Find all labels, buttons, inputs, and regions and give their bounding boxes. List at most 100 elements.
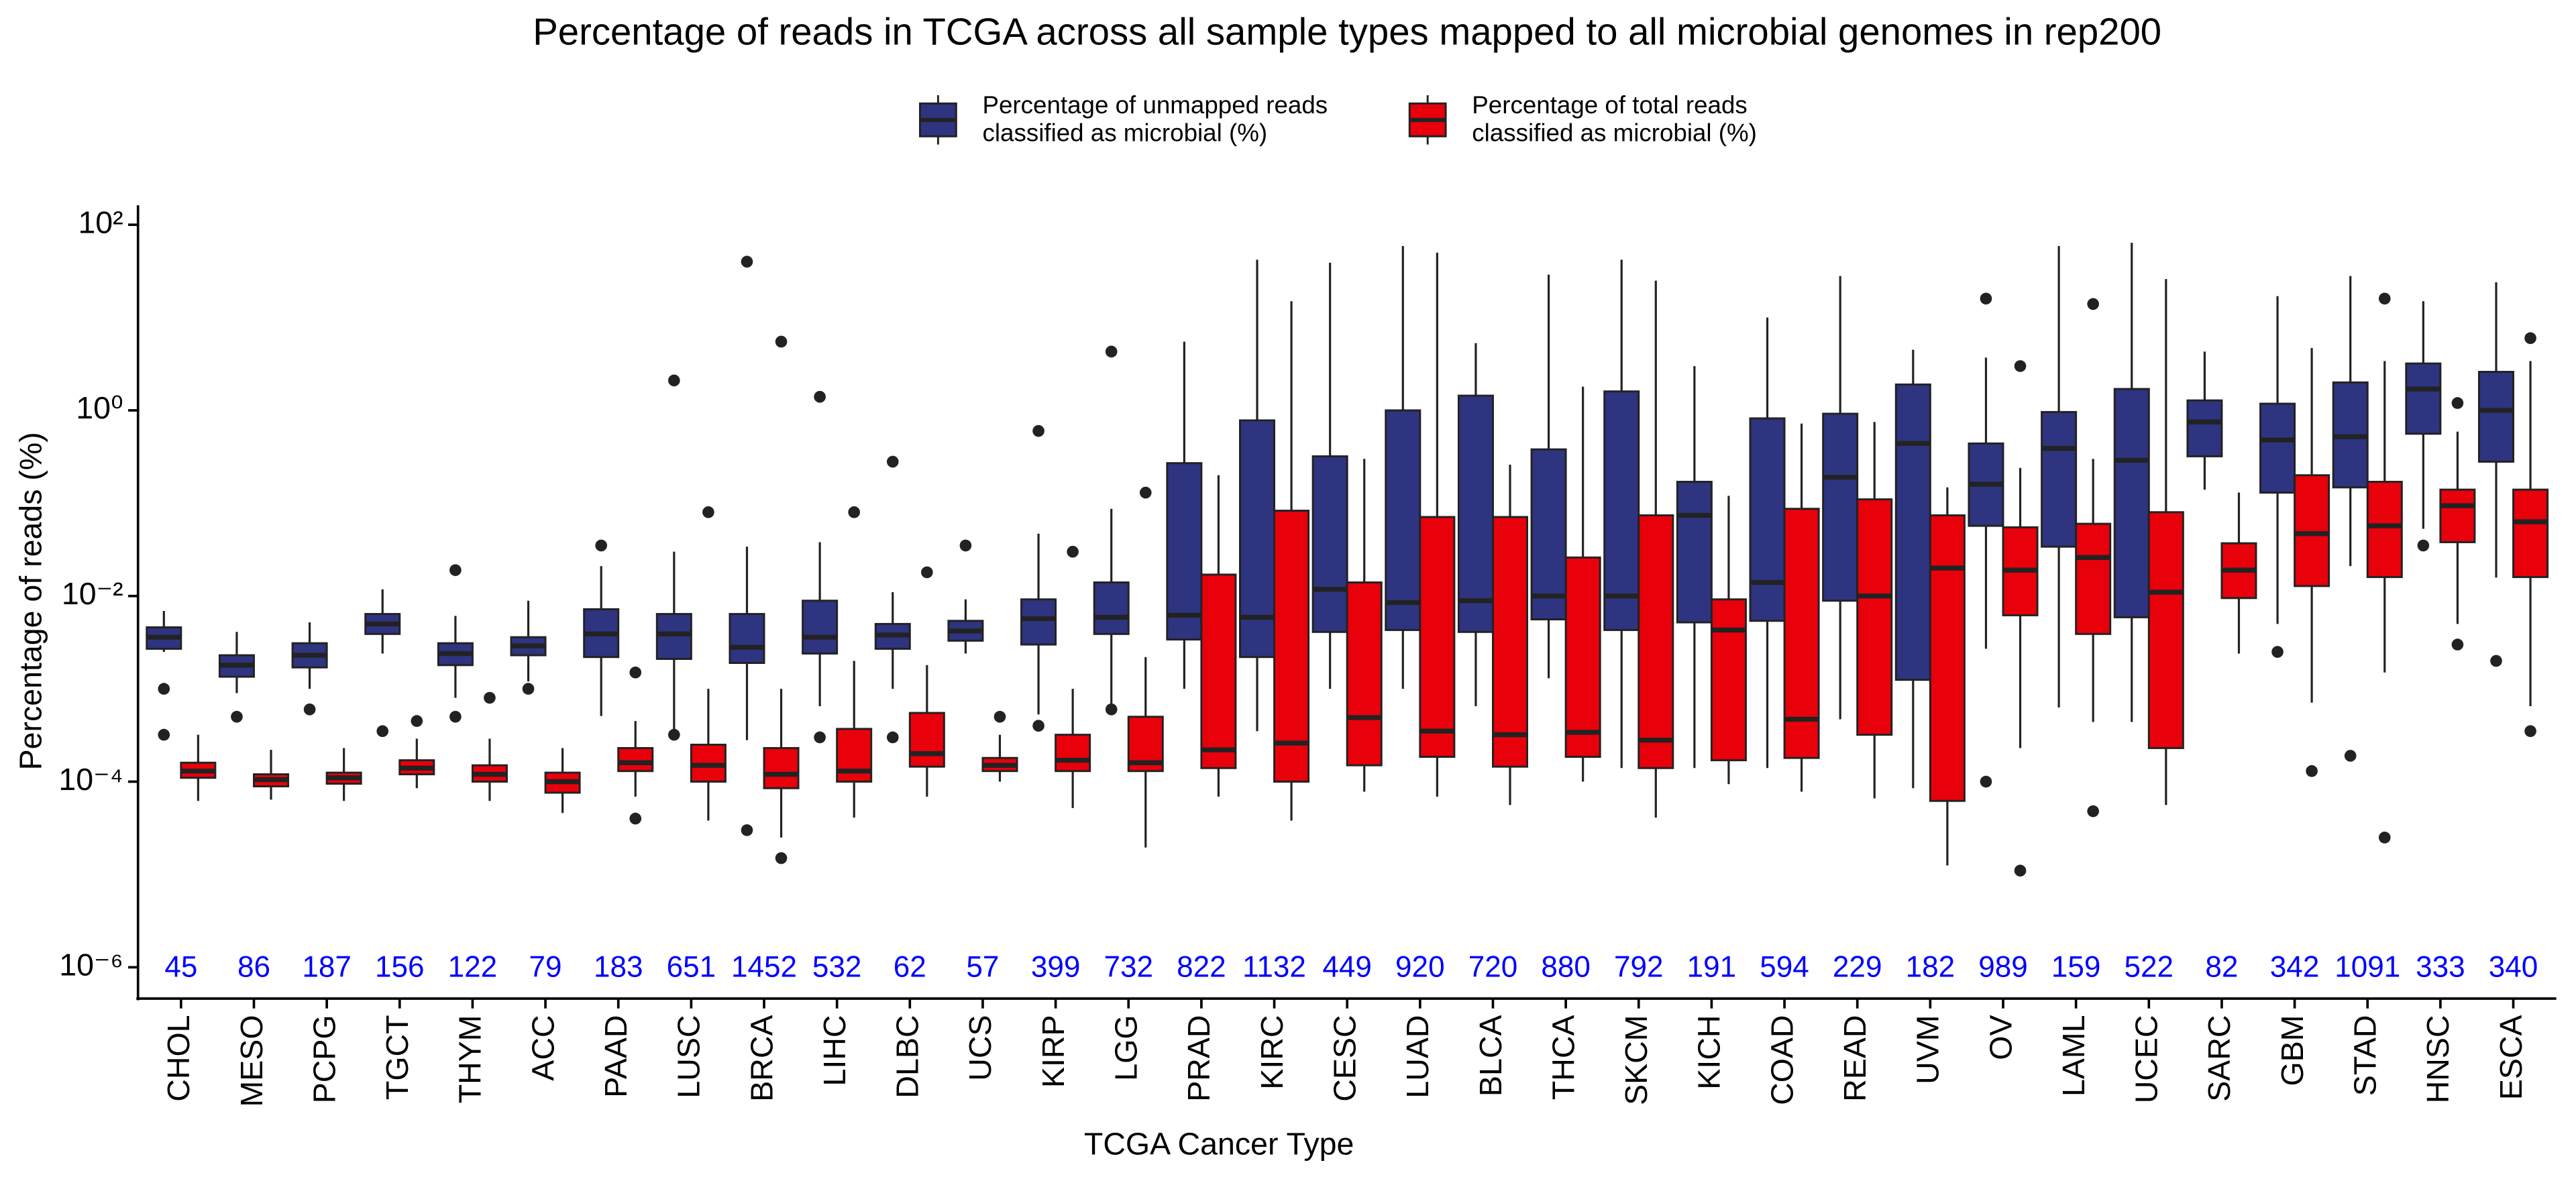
outlier bbox=[629, 812, 642, 825]
sample-count: 82 bbox=[2205, 951, 2238, 984]
x-tick-label: LAML bbox=[2056, 1015, 2091, 1096]
box-group bbox=[617, 666, 654, 825]
outlier bbox=[484, 691, 496, 704]
box bbox=[2075, 522, 2112, 635]
outlier bbox=[158, 728, 170, 741]
outlier bbox=[449, 710, 462, 723]
x-tick-label: UVM bbox=[1911, 1015, 1945, 1084]
sample-count: 532 bbox=[812, 951, 862, 984]
box bbox=[1894, 383, 1931, 681]
box bbox=[2041, 410, 2078, 548]
box bbox=[2147, 511, 2184, 749]
x-tick-label: DLBC bbox=[890, 1015, 925, 1098]
sample-count: 720 bbox=[1468, 951, 1518, 984]
sample-count: 45 bbox=[164, 951, 197, 984]
x-tick-label: LIHC bbox=[817, 1015, 852, 1086]
x-tick-label: KICH bbox=[1692, 1015, 1727, 1089]
box bbox=[1929, 514, 1966, 802]
sample-count: 62 bbox=[894, 951, 926, 984]
outlier bbox=[814, 731, 826, 744]
box bbox=[802, 600, 839, 655]
sample-count: 57 bbox=[966, 951, 999, 984]
box bbox=[1055, 734, 1091, 773]
box bbox=[836, 728, 873, 783]
box-group bbox=[2259, 296, 2296, 658]
box-group bbox=[1385, 245, 1421, 689]
outlier bbox=[702, 506, 714, 518]
box-group bbox=[471, 691, 508, 801]
box-group bbox=[947, 539, 984, 654]
box bbox=[2259, 402, 2296, 494]
outlier bbox=[1067, 545, 1079, 558]
x-tick-label: MESO bbox=[234, 1015, 269, 1107]
box-group bbox=[2075, 298, 2112, 818]
box bbox=[1603, 390, 1640, 631]
box-group bbox=[1200, 475, 1237, 797]
box-group bbox=[1710, 496, 1747, 785]
box-group bbox=[1020, 425, 1057, 732]
box-group bbox=[1093, 345, 1130, 716]
x-tick-label: OV bbox=[1983, 1015, 2018, 1060]
box-group bbox=[1822, 276, 1859, 720]
x-tick-label: LGG bbox=[1109, 1015, 1144, 1080]
box bbox=[1749, 417, 1786, 622]
outlier bbox=[2014, 864, 2027, 877]
box-group bbox=[325, 748, 362, 801]
outlier bbox=[886, 731, 899, 744]
sample-count: 522 bbox=[2125, 951, 2174, 984]
legend-label: Percentage of unmapped reads classified … bbox=[982, 92, 1328, 148]
sample-count: 342 bbox=[2270, 951, 2320, 984]
outlier bbox=[1032, 425, 1044, 437]
outlier bbox=[1980, 775, 1992, 788]
box bbox=[2294, 474, 2330, 587]
outlier bbox=[2524, 332, 2536, 345]
outlier bbox=[2087, 298, 2099, 311]
sample-count: 594 bbox=[1760, 951, 1809, 984]
outlier bbox=[1032, 720, 1044, 732]
box bbox=[1856, 498, 1893, 736]
box bbox=[2366, 480, 2403, 578]
x-tick-label: SARC bbox=[2202, 1015, 2237, 1101]
box-group bbox=[729, 256, 765, 836]
box-group bbox=[908, 566, 945, 797]
x-tick-label: LUSC bbox=[672, 1015, 706, 1098]
x-tick-label: THCA bbox=[1546, 1015, 1580, 1100]
sample-count: 187 bbox=[302, 951, 352, 984]
box-group bbox=[364, 589, 401, 738]
outlier bbox=[376, 725, 389, 738]
x-tick-label: ACC bbox=[525, 1015, 560, 1080]
outlier bbox=[231, 710, 243, 723]
outlier bbox=[959, 539, 972, 552]
sample-count: 732 bbox=[1104, 951, 1153, 984]
sample-count: 79 bbox=[529, 951, 562, 984]
box bbox=[2477, 371, 2514, 463]
outlier bbox=[2378, 832, 2391, 844]
outlier bbox=[1105, 345, 1118, 358]
box-group bbox=[1638, 280, 1674, 818]
box bbox=[1822, 412, 1859, 602]
outlier bbox=[2344, 750, 2357, 762]
box-group bbox=[398, 715, 435, 789]
sample-count: 229 bbox=[1833, 951, 1882, 984]
box-group bbox=[874, 455, 911, 744]
box-group bbox=[802, 390, 839, 744]
box bbox=[1457, 394, 1494, 633]
box bbox=[908, 712, 945, 768]
box bbox=[1492, 516, 1529, 768]
sample-count: 1452 bbox=[731, 951, 797, 984]
box-group bbox=[291, 622, 328, 716]
sample-count: 333 bbox=[2416, 951, 2465, 984]
box-group bbox=[2405, 301, 2442, 552]
outlier bbox=[886, 455, 899, 468]
box-group bbox=[437, 564, 474, 723]
x-tick-label: PAAD bbox=[598, 1015, 633, 1097]
outlier bbox=[1980, 292, 1992, 305]
x-tick-label: HNSC bbox=[2420, 1015, 2455, 1103]
outlier bbox=[2451, 397, 2464, 409]
box-group bbox=[1166, 341, 1203, 689]
box-group bbox=[1783, 423, 1820, 792]
x-tick-label: BRCA bbox=[744, 1015, 779, 1101]
box-group bbox=[2294, 347, 2330, 777]
